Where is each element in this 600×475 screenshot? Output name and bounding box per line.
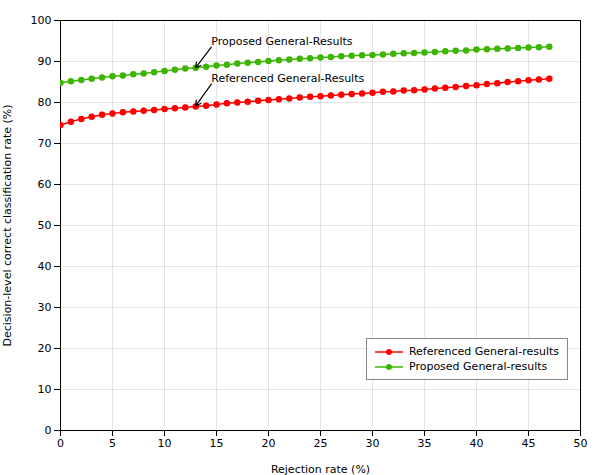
svg-text:50: 50	[574, 437, 588, 450]
svg-text:10: 10	[38, 383, 52, 396]
svg-text:35: 35	[418, 437, 432, 450]
html-text:Proposed General-results: Proposed General-results	[409, 360, 548, 373]
svg-text:90: 90	[38, 55, 52, 68]
svg-text:60: 60	[38, 178, 52, 191]
svg-text:30: 30	[38, 301, 52, 314]
svg-text:50: 50	[38, 219, 52, 232]
svg-text:100: 100	[31, 14, 52, 27]
svg-text:Rejection rate (%): Rejection rate (%)	[271, 463, 370, 475]
html-text:Referenced General-results: Referenced General-results	[409, 345, 559, 358]
svg-text:40: 40	[38, 260, 52, 273]
svg-text:80: 80	[38, 96, 52, 109]
svg-text:30: 30	[366, 437, 380, 450]
svg-text:0: 0	[45, 424, 52, 437]
svg-text:Decision-level correct classif: Decision-level correct classification ra…	[1, 105, 14, 347]
svg-text:45: 45	[522, 437, 536, 450]
svg-text:25: 25	[314, 437, 328, 450]
svg-text:0: 0	[57, 437, 64, 450]
svg-text:10: 10	[158, 437, 172, 450]
svg-text:20: 20	[38, 342, 52, 355]
svg-text:70: 70	[38, 137, 52, 150]
svg-text:Proposed General-Results: Proposed General-Results	[211, 35, 352, 48]
svg-text:40: 40	[470, 437, 484, 450]
svg-text:20: 20	[262, 437, 276, 450]
svg-text:15: 15	[210, 437, 224, 450]
svg-text:Referenced General-Results: Referenced General-Results	[211, 72, 364, 85]
svg-text:5: 5	[109, 437, 116, 450]
